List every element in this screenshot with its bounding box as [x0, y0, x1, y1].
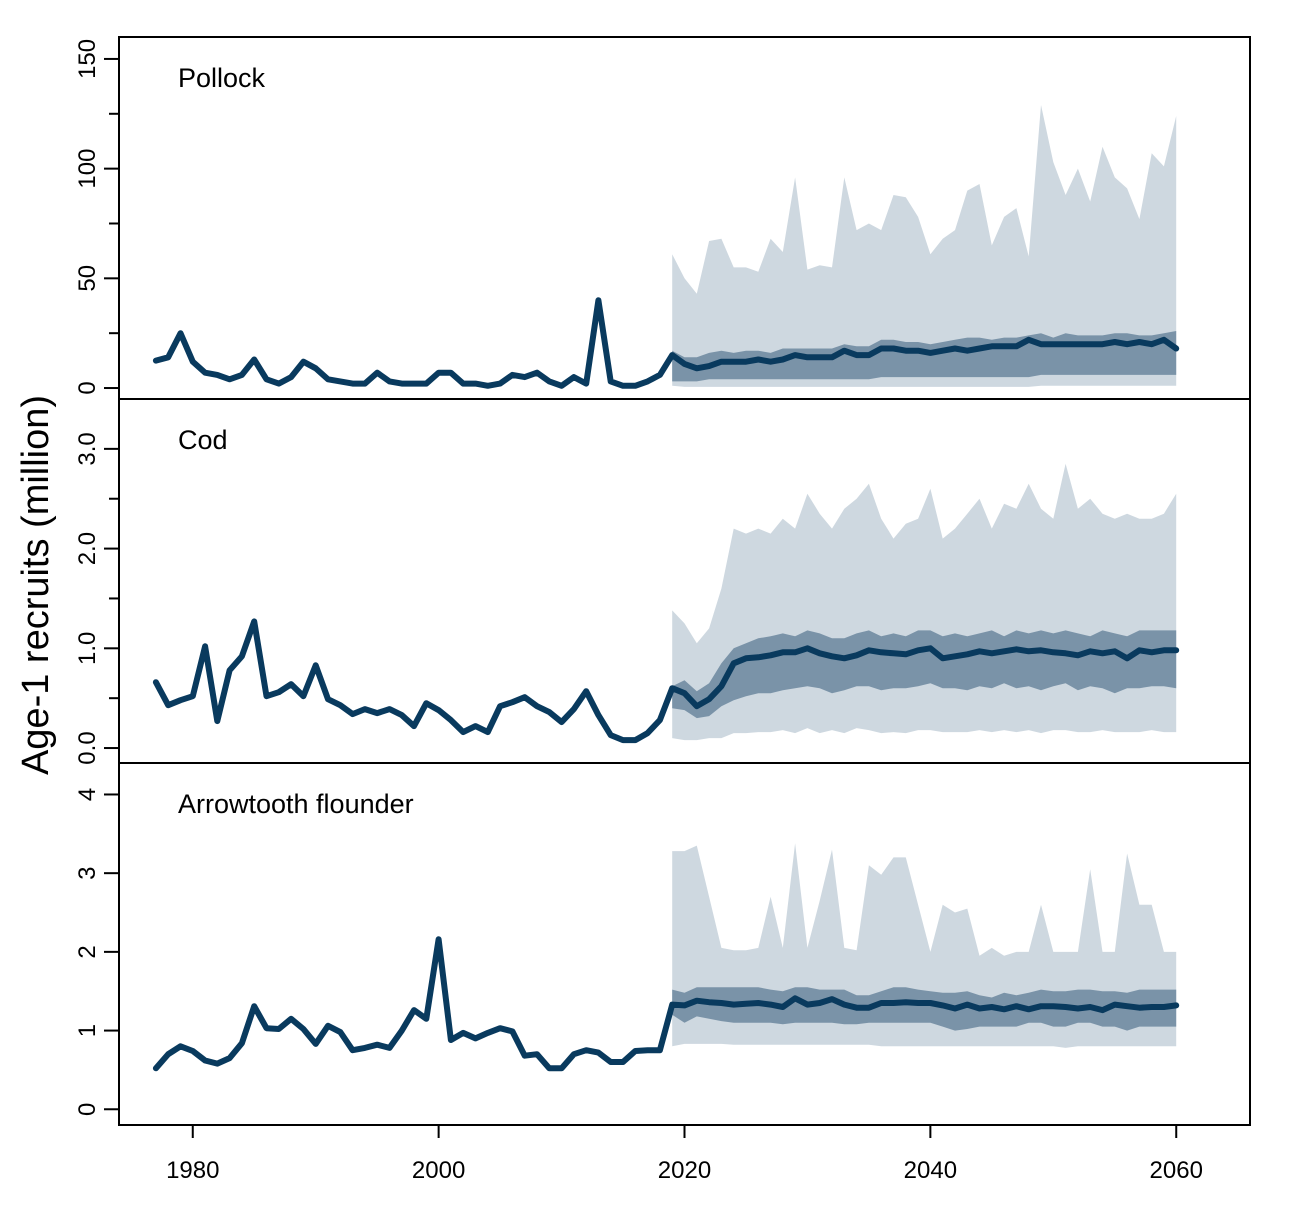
x-tick-label: 2020	[658, 1157, 711, 1184]
arrowtooth-flounder-y-tick-label: 0	[74, 1103, 101, 1116]
pollock-y-tick-label: 150	[74, 39, 101, 79]
cod-y-tick-label: 3.0	[74, 432, 101, 465]
pollock-panel-label: Pollock	[178, 63, 266, 93]
arrowtooth-flounder-median-line	[152, 936, 1180, 1072]
pollock-y-tick-label: 0	[74, 381, 101, 394]
pollock-y-tick-label: 50	[74, 265, 101, 292]
text-layer: 0 50 100 150 Pollock 0.0 1.0 2.0 3.0 Cod 0 1 2 3 4 Arro…	[74, 39, 1203, 1184]
arrowtooth-flounder-y-tick-label: 1	[74, 1024, 101, 1037]
arrowtooth-flounder-panel-label: Arrowtooth flounder	[178, 789, 414, 819]
bands-layer	[672, 105, 1177, 1048]
cod-y-tick-label: 1.0	[74, 632, 101, 665]
cod-panel-label: Cod	[178, 425, 228, 455]
x-tick-label: 1980	[166, 1157, 219, 1184]
cod-band-95	[672, 463, 1177, 741]
cod-y-tick-label: 0.0	[74, 731, 101, 764]
lines-layer	[152, 297, 1180, 1072]
axes-layer	[104, 36, 1251, 1138]
pollock-median-line	[152, 297, 1180, 389]
arrowtooth-flounder-y-tick-label: 3	[74, 867, 101, 880]
pollock-band-95	[672, 105, 1177, 387]
arrowtooth-flounder-y-tick-label: 2	[74, 945, 101, 958]
cod-median-line	[152, 618, 1180, 744]
x-tick-label: 2040	[904, 1157, 957, 1184]
y-axis-label: Age-1 recruits (million)	[15, 395, 57, 775]
x-tick-label: 2060	[1150, 1157, 1203, 1184]
cod-y-tick-label: 2.0	[74, 532, 101, 565]
arrowtooth-flounder-y-tick-label: 4	[74, 788, 101, 801]
pollock-y-tick-label: 100	[74, 149, 101, 189]
x-tick-label: 2000	[412, 1157, 465, 1184]
